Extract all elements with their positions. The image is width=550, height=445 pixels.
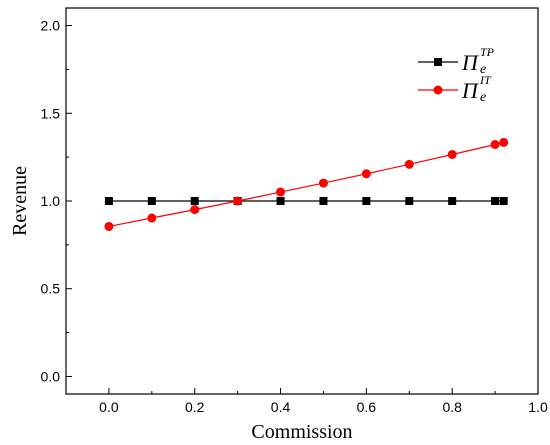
y-tick-label: 2.0 (41, 18, 61, 34)
y-tick-label: 1.0 (41, 193, 61, 209)
legend-marker (434, 58, 442, 66)
data-point (448, 197, 457, 205)
data-point (147, 197, 156, 205)
data-point (190, 205, 200, 215)
data-point (447, 150, 457, 160)
x-axis-title: Commission (251, 421, 352, 443)
x-tick-label: 0.2 (185, 399, 205, 415)
data-point (147, 213, 157, 223)
legend-subscript: e (480, 90, 486, 105)
y-tick-label: 1.5 (41, 105, 61, 121)
legend-label: Π (461, 78, 479, 103)
y-tick-label: 0.0 (41, 368, 61, 384)
data-point (404, 159, 414, 169)
legend-label: Π (461, 50, 479, 75)
series-0 (104, 197, 508, 205)
series-line (108, 141, 504, 228)
data-point (319, 197, 328, 205)
data-point (104, 221, 114, 231)
data-point (190, 197, 199, 205)
data-point (361, 169, 371, 179)
series-layer (104, 137, 509, 231)
x-tick-label: 0.0 (99, 399, 119, 415)
legend-superscript: TP (480, 45, 495, 59)
x-tick-label: 0.6 (357, 399, 377, 415)
legend-subscript: e (480, 62, 486, 77)
x-tick-label: 1.0 (528, 399, 548, 415)
data-point (104, 197, 113, 205)
data-point (318, 178, 328, 188)
data-point (276, 197, 285, 205)
series-1 (104, 137, 509, 231)
data-point (499, 197, 508, 205)
data-point (276, 187, 286, 197)
x-tick-label: 0.8 (442, 399, 462, 415)
y-tick-label: 0.5 (41, 281, 61, 297)
data-point (362, 197, 371, 205)
y-axis: 0.0 0.5 1.0 1.5 2.0 (41, 18, 72, 384)
legend-marker (433, 85, 443, 95)
data-point (405, 197, 414, 205)
x-axis: 0.0 0.2 0.4 0.6 0.8 1.0 (65, 388, 548, 415)
data-point (233, 196, 243, 206)
data-point (499, 137, 509, 147)
y-axis-title: Revenue (9, 166, 31, 236)
data-point (491, 197, 500, 205)
legend-superscript: IT (479, 73, 492, 87)
data-point (490, 140, 500, 150)
x-tick-label: 0.4 (271, 399, 291, 415)
